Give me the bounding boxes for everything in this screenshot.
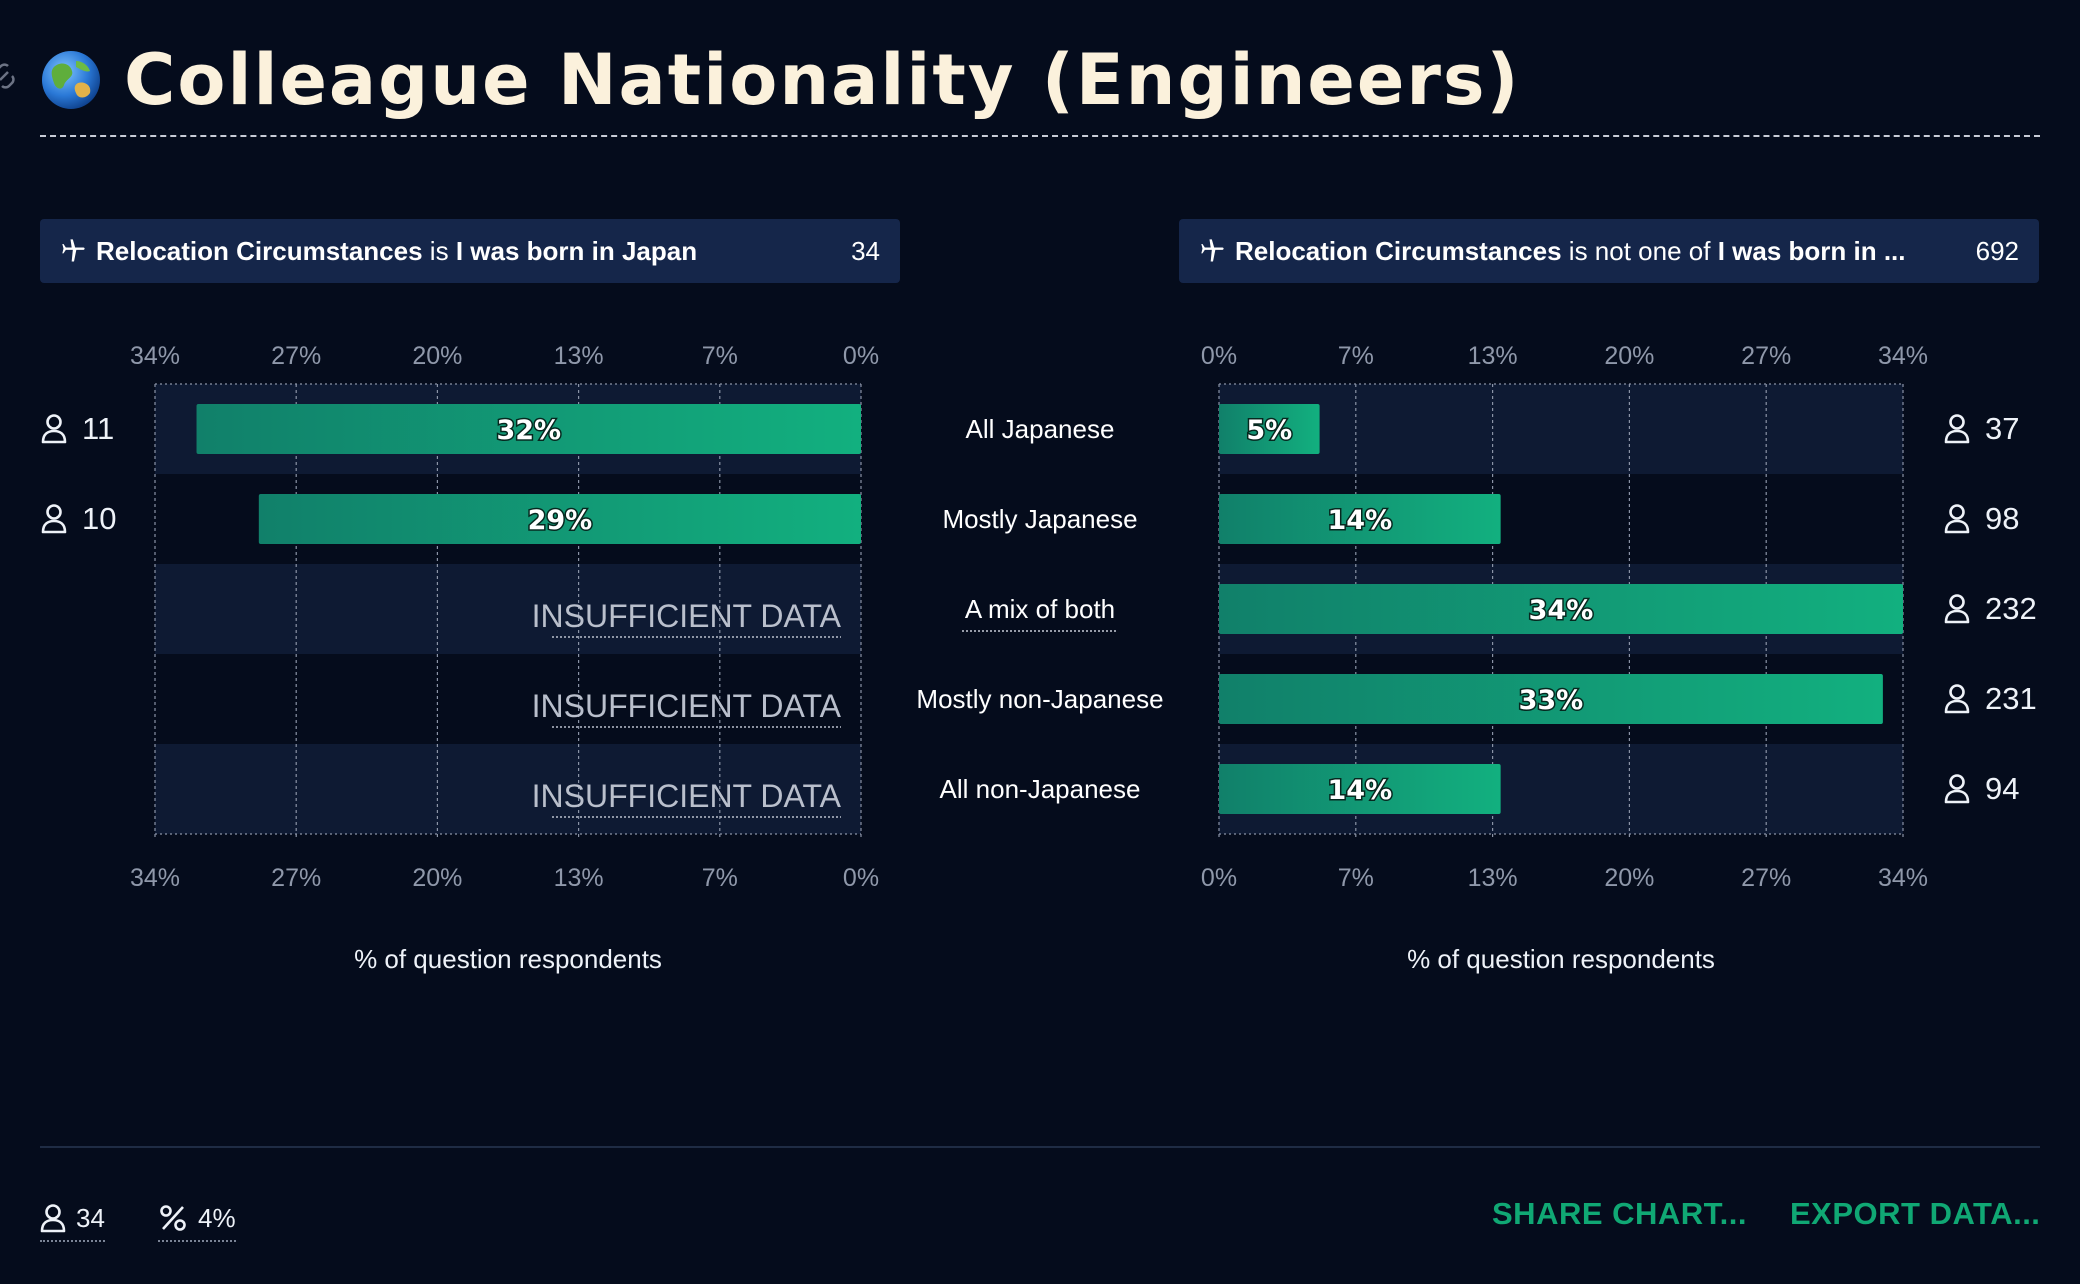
insufficient-data-label: INSUFFICIENT DATA	[532, 778, 842, 814]
page-header: Colleague Nationality (Engineers)	[40, 39, 1521, 121]
bar-value-label: 34%	[1529, 595, 1594, 626]
filter-field: Relocation Circumstances	[1235, 235, 1562, 266]
person-icon	[1944, 774, 1970, 804]
person-icon	[40, 1204, 66, 1233]
tick-label: 13%	[554, 864, 604, 892]
respondents-count: 34	[76, 1202, 105, 1233]
bar	[1219, 404, 1320, 454]
respondents-stat[interactable]: 34	[40, 1196, 105, 1242]
tick-label: 0%	[1201, 342, 1237, 370]
x-axis-title: % of question respondents	[354, 944, 662, 974]
tick-label: 27%	[271, 864, 321, 892]
footer-divider	[40, 1146, 2040, 1148]
bar-value-label: 14%	[1328, 505, 1393, 536]
bar	[258, 494, 862, 544]
filter-operator: is	[429, 235, 449, 266]
tick-label: 0%	[843, 342, 879, 370]
person-icon	[41, 414, 67, 444]
tick-label: 20%	[1604, 864, 1654, 892]
tick-label: 20%	[412, 342, 462, 370]
category-label: All Japanese	[966, 414, 1115, 444]
row-band	[155, 744, 861, 834]
percent-value: 4%	[198, 1202, 236, 1233]
filter-value: I was born in ...	[1717, 235, 1906, 266]
category-label: All non-Japanese	[940, 774, 1141, 804]
tick-label: 13%	[1468, 864, 1518, 892]
tick-label: 0%	[1201, 864, 1237, 892]
tick-label: 27%	[1741, 342, 1791, 370]
filter-count: 34	[851, 235, 880, 266]
percent-icon	[160, 1205, 186, 1231]
bar	[1219, 494, 1501, 544]
respondent-count: 232	[1985, 591, 2037, 626]
respondent-count: 94	[1985, 771, 2019, 806]
bar	[1219, 764, 1501, 814]
filter-count: 692	[1975, 235, 2019, 266]
tick-label: 7%	[702, 864, 738, 892]
insufficient-data-label: INSUFFICIENT DATA	[532, 688, 842, 724]
tick-label: 27%	[1741, 864, 1791, 892]
tick-label: 34%	[1878, 864, 1928, 892]
filter-right[interactable]: Relocation Circumstances is not one of I…	[1179, 219, 2039, 283]
respondent-count: 10	[82, 501, 116, 536]
tick-label: 13%	[1468, 342, 1518, 370]
category-label: Mostly Japanese	[942, 504, 1137, 534]
airplane-icon	[62, 239, 85, 262]
person-icon	[1944, 414, 1970, 444]
export-data-button[interactable]: EXPORT DATA...	[1790, 1196, 2041, 1231]
tick-label: 7%	[702, 342, 738, 370]
tick-label: 34%	[1878, 342, 1928, 370]
category-label: Mostly non-Japanese	[916, 684, 1163, 714]
bar-value-label: 14%	[1328, 775, 1393, 806]
bar-value-label: 29%	[528, 505, 593, 536]
category-label: A mix of both	[965, 594, 1115, 624]
filter-operator: is not one of	[1568, 235, 1711, 266]
butterfly-bar-chart: 0% 0% 7% 7% 13% 13% 20% 20% 27% 27% 34% 34% 0% 0% 7% 7%…	[41, 342, 2037, 974]
filter-left[interactable]: Relocation Circumstances is I was born i…	[40, 219, 900, 283]
page-title: Colleague Nationality (Engineers)	[124, 39, 1521, 121]
x-axis-title: % of question respondents	[1407, 944, 1715, 974]
tick-label: 7%	[1338, 864, 1374, 892]
bar	[196, 404, 861, 454]
person-icon	[1944, 504, 1970, 534]
tick-label: 20%	[1604, 342, 1654, 370]
person-icon	[41, 504, 67, 534]
respondent-count: 11	[82, 411, 114, 446]
bar-value-label: 33%	[1519, 685, 1584, 716]
bar-value-label: 5%	[1246, 415, 1292, 446]
percent-stat[interactable]: 4%	[158, 1196, 236, 1242]
link-icon[interactable]	[0, 62, 22, 90]
person-icon	[1944, 594, 1970, 624]
bar-value-label: 32%	[496, 415, 561, 446]
tick-label: 34%	[130, 864, 180, 892]
tick-label: 13%	[554, 342, 604, 370]
row-band	[1219, 384, 1903, 474]
share-chart-button[interactable]: SHARE CHART...	[1492, 1196, 1748, 1231]
row-band	[155, 564, 861, 654]
title-divider	[40, 135, 2040, 137]
respondent-count: 98	[1985, 501, 2019, 536]
bar	[1219, 674, 1883, 724]
person-icon	[1944, 684, 1970, 714]
insufficient-data-label: INSUFFICIENT DATA	[532, 598, 842, 634]
tick-label: 27%	[271, 342, 321, 370]
respondent-count: 231	[1985, 681, 2037, 716]
tick-label: 20%	[412, 864, 462, 892]
filter-field: Relocation Circumstances	[96, 235, 423, 266]
bar	[1219, 584, 1903, 634]
tick-label: 34%	[130, 342, 180, 370]
filter-value: I was born in Japan	[455, 235, 698, 266]
respondent-count: 37	[1985, 411, 2019, 446]
tick-label: 0%	[843, 864, 879, 892]
airplane-icon	[1201, 239, 1224, 262]
tick-label: 7%	[1338, 342, 1374, 370]
globe-icon	[42, 51, 100, 109]
